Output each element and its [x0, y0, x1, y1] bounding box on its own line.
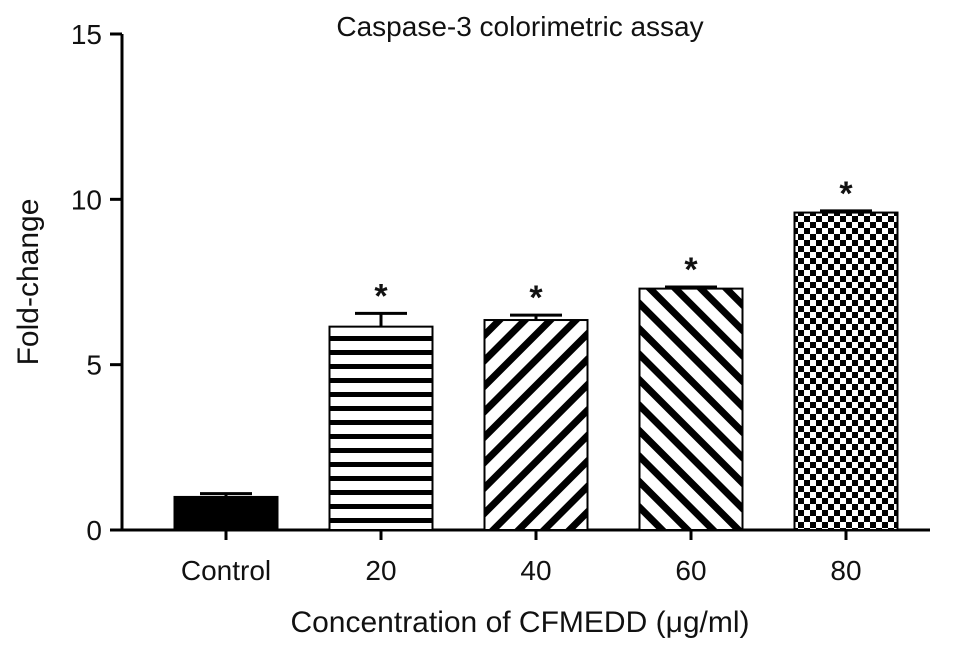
- x-tick-label: 40: [520, 555, 551, 586]
- y-tick-label: 5: [86, 350, 102, 381]
- x-tick-label: 20: [365, 555, 396, 586]
- bars: * * * *: [173, 175, 899, 532]
- significance-marker: *: [374, 277, 388, 315]
- x-ticks: Control 20 40 60 80: [181, 530, 862, 586]
- x-axis-label: Concentration of CFMEDD (μg/ml): [290, 606, 749, 639]
- bar-60: [638, 287, 744, 532]
- x-tick-label: Control: [181, 555, 271, 586]
- bar-Control: [173, 495, 279, 531]
- y-tick-label: 0: [86, 515, 102, 546]
- x-tick-label: 60: [675, 555, 706, 586]
- significance-marker: *: [684, 251, 698, 289]
- bar-80: [793, 211, 899, 531]
- chart-title: Caspase-3 colorimetric assay: [336, 11, 703, 42]
- bar-20: [328, 325, 434, 532]
- y-tick-label: 10: [71, 184, 102, 215]
- significance-marker: *: [839, 175, 853, 213]
- y-ticks: 0 5 10 15: [71, 19, 122, 546]
- bar-40: [483, 319, 589, 531]
- x-tick-label: 80: [830, 555, 861, 586]
- y-tick-label: 15: [71, 19, 102, 50]
- significance-marker: *: [529, 279, 543, 317]
- y-axis-label: Fold-change: [12, 199, 45, 366]
